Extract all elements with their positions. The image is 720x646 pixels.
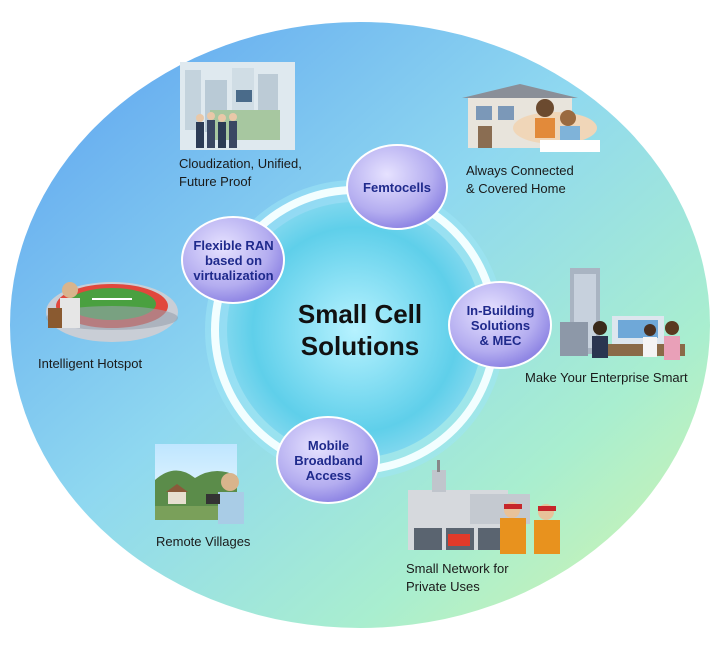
center-title-line: Small Cell xyxy=(297,299,423,329)
bubble-line: Access xyxy=(305,467,352,483)
scenario-line: Always Connected xyxy=(466,163,574,178)
fire-station-icon xyxy=(408,460,560,554)
office-meeting-icon xyxy=(560,268,685,360)
bubble-line: Broadband xyxy=(294,452,363,468)
bubble-line: Femtocells xyxy=(363,179,431,195)
scenario-enterprise-label: Make Your Enterprise Smart xyxy=(525,369,688,387)
bubble-line: Mobile xyxy=(307,437,350,453)
scenario-line: Make Your Enterprise Smart xyxy=(525,370,688,385)
bubble-line: In-Building xyxy=(466,302,535,318)
bubble-line: based on xyxy=(204,252,263,268)
bubble-line: & MEC xyxy=(479,332,522,348)
center-title: Small Cell Solutions xyxy=(260,298,460,362)
center-title-line: Solutions xyxy=(300,331,420,361)
bubble-in-building xyxy=(448,281,552,369)
scenario-line: Cloudization, Unified, xyxy=(179,156,302,171)
bubble-flexible-ran xyxy=(181,216,285,304)
scenario-line: & Covered Home xyxy=(466,181,566,196)
bubble-mobile-broadband-label: Mobile Broadband Access xyxy=(281,435,376,485)
bubble-line: Flexible RAN xyxy=(193,237,274,253)
scenario-line: Future Proof xyxy=(179,174,252,189)
scenario-hotspot-label: Intelligent Hotspot xyxy=(38,355,142,373)
scenario-home-label: Always Connected & Covered Home xyxy=(466,162,574,198)
bubble-line: Solutions xyxy=(470,317,531,333)
bubble-femtocells xyxy=(346,144,448,230)
city-business-icon xyxy=(180,62,295,150)
bubble-in-building-label: In-Building Solutions & MEC xyxy=(453,300,548,350)
scenario-private-label: Small Network for Private Uses xyxy=(406,560,509,596)
bubble-femtocells-label: Femtocells xyxy=(352,170,442,204)
scenario-line: Remote Villages xyxy=(156,534,251,549)
scenario-line: Small Network for xyxy=(406,561,509,576)
home-family-icon xyxy=(462,84,600,152)
scenario-villages-label: Remote Villages xyxy=(156,533,250,551)
scenario-line: Private Uses xyxy=(406,579,480,594)
center-disc xyxy=(227,202,483,458)
scenario-cloudization-label: Cloudization, Unified, Future Proof xyxy=(179,155,302,191)
bubble-mobile-broadband xyxy=(276,416,380,504)
village-tablet-icon xyxy=(155,444,244,524)
bubble-line: virtualization xyxy=(193,267,274,283)
stadium-icon xyxy=(46,282,178,342)
bubble-flexible-ran-label: Flexible RAN based on virtualization xyxy=(186,235,281,285)
scenario-line: Intelligent Hotspot xyxy=(38,356,143,371)
